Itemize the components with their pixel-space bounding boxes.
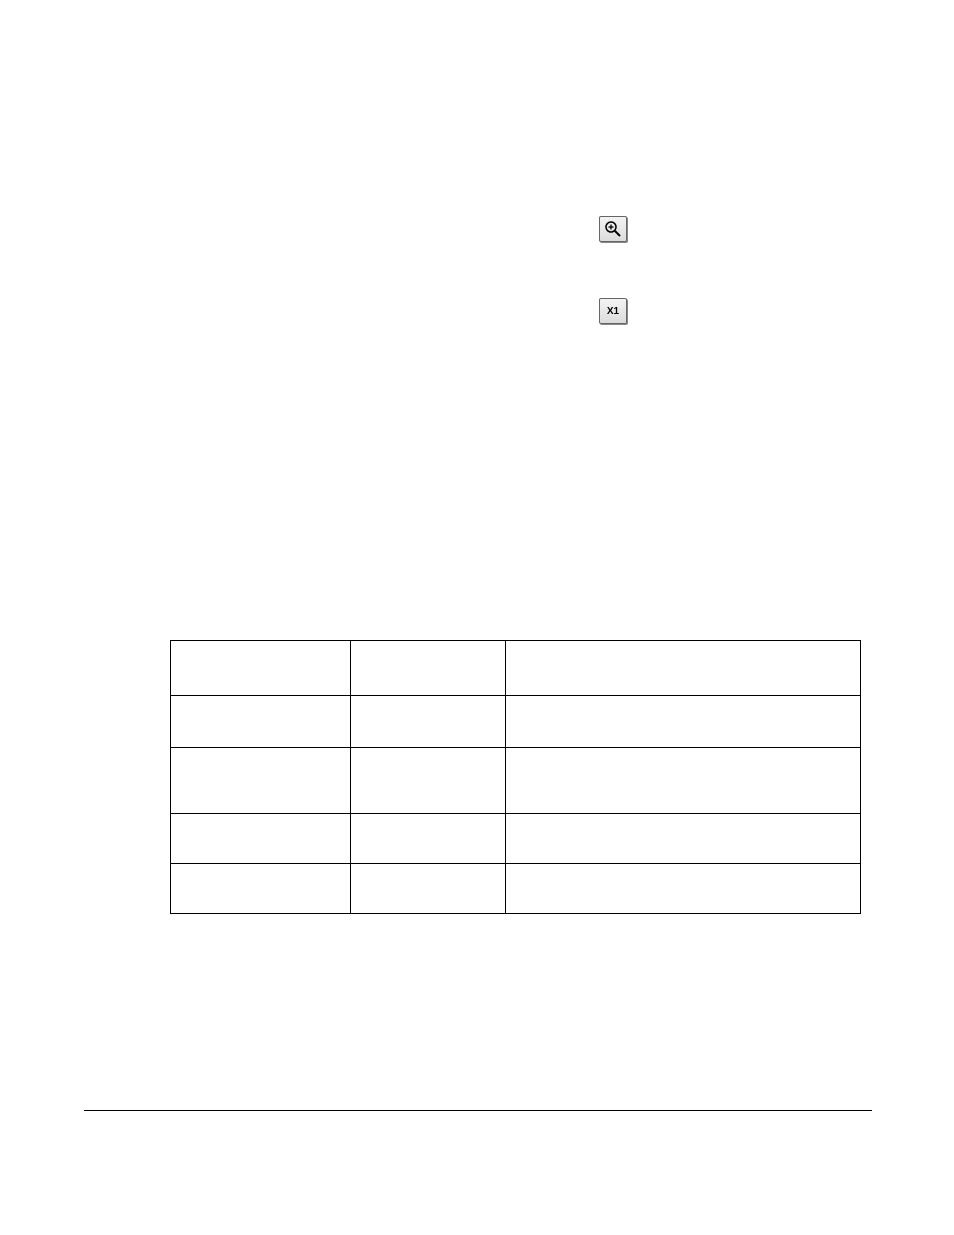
table-cell	[351, 696, 506, 748]
footer-divider	[84, 1110, 872, 1111]
table-cell	[506, 748, 861, 814]
zoom-in-icon[interactable]	[599, 216, 627, 242]
table-cell	[171, 696, 351, 748]
table-cell	[351, 641, 506, 696]
table-cell	[506, 814, 861, 864]
document-page: X1	[0, 0, 954, 1235]
table-cell	[351, 748, 506, 814]
table-cell	[506, 696, 861, 748]
table-cell	[171, 814, 351, 864]
table-row	[171, 814, 861, 864]
table-cell	[351, 864, 506, 914]
table-cell	[506, 641, 861, 696]
table-cell	[171, 864, 351, 914]
table-cell	[506, 864, 861, 914]
x1-scale-icon[interactable]: X1	[599, 298, 627, 324]
table-row	[171, 748, 861, 814]
table-row	[171, 696, 861, 748]
x1-label: X1	[607, 306, 619, 317]
magnifier-plus-icon	[604, 220, 622, 238]
table-cell	[171, 641, 351, 696]
table-cell	[351, 814, 506, 864]
data-table	[170, 640, 861, 914]
table-row	[171, 641, 861, 696]
table-cell	[171, 748, 351, 814]
table-row	[171, 864, 861, 914]
